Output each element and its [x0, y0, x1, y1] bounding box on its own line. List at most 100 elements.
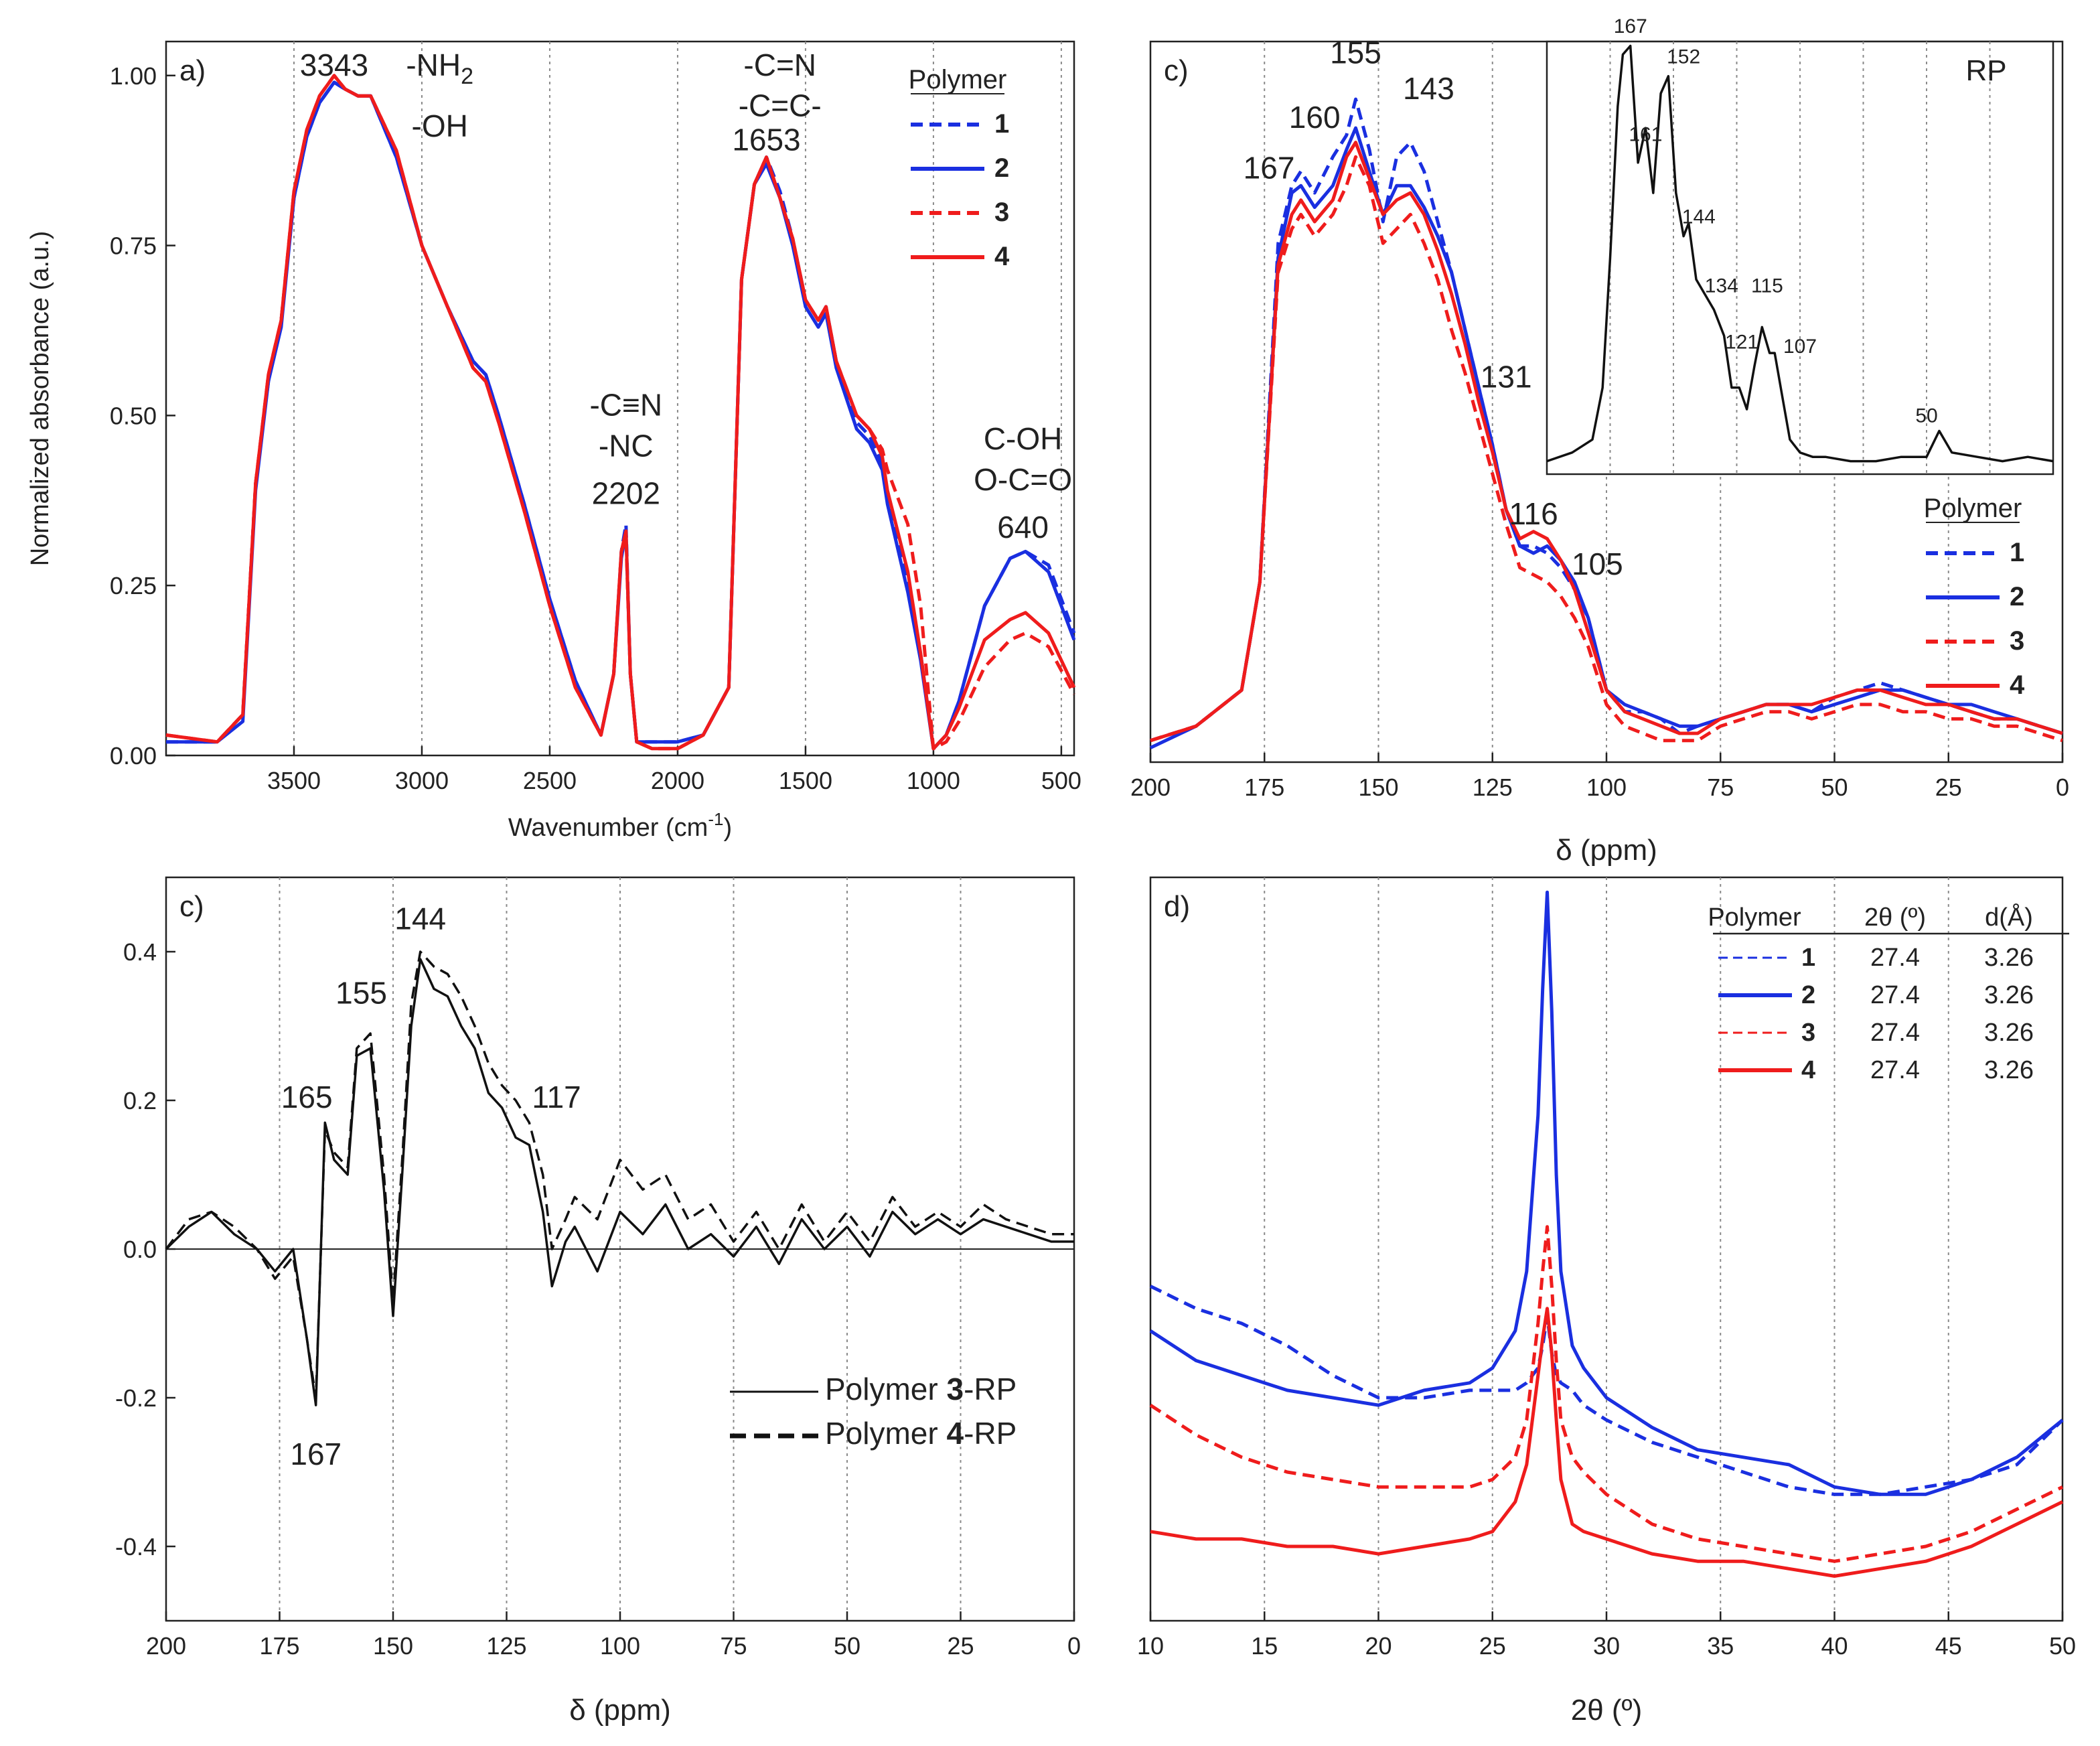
x-tick-label: 150 — [373, 1632, 413, 1660]
panel-label: c) — [1164, 54, 1189, 87]
legend-label-3: 3 — [994, 198, 1009, 227]
inset-peak-label: 167 — [1614, 15, 1647, 38]
table-polymer-2: 2 — [1801, 981, 1815, 1009]
panel-label: c) — [179, 890, 204, 923]
peak-annotation: -C=C- — [739, 88, 822, 123]
peak-annotation: 1653 — [732, 122, 800, 157]
table-d-4: 3.26 — [1984, 1056, 2034, 1084]
legend-label-bold: 3 — [946, 1372, 964, 1406]
peak-annotation: 167 — [290, 1437, 342, 1471]
table-header-2: d(Å) — [1985, 902, 2033, 932]
x-tick-label: 45 — [1935, 1632, 1962, 1660]
y-axis-label: Normalized absorbance (a.u.) — [26, 231, 54, 567]
peak-annotation: -OH — [412, 108, 468, 143]
x-axis-label: δ (ppm) — [569, 1694, 671, 1727]
legend-label-1: 1 — [994, 109, 1009, 139]
x-axis-label-close: ) — [723, 814, 732, 842]
peak-annotation: -NH2 — [406, 48, 473, 89]
peak-annotation: -C≡N — [589, 387, 662, 422]
y-tick-label: 0.00 — [110, 742, 157, 770]
x-tick-label: 75 — [720, 1632, 747, 1660]
x-tick-label: 1000 — [907, 767, 960, 794]
legend-label-1: 1 — [2010, 538, 2024, 567]
table-header-0: Polymer — [1708, 903, 1801, 932]
peak-annotation: -C=N — [743, 48, 816, 82]
x-tick-label: 150 — [1358, 774, 1398, 801]
x-tick-label: 2500 — [523, 767, 577, 794]
x-tick-label: 125 — [486, 1632, 526, 1660]
x-tick-label: 1500 — [779, 767, 832, 794]
table-2theta-2: 27.4 — [1870, 981, 1920, 1009]
legend-label-main: Polymer — [825, 1372, 946, 1406]
x-tick-label: 125 — [1473, 774, 1513, 801]
y-tick-label: 0.75 — [110, 232, 157, 260]
x-tick-label: 50 — [834, 1632, 860, 1660]
plot-frame — [165, 40, 1075, 757]
table-d-3: 3.26 — [1984, 1019, 2034, 1047]
legend-title: Polymer — [909, 65, 1007, 94]
x-axis-label: Wavenumber (cm-1) — [508, 809, 732, 842]
peak-annotation: C-OH — [984, 421, 1063, 456]
peak-annotation: 143 — [1403, 71, 1454, 106]
legend-title: Polymer — [1924, 494, 2022, 523]
inset-peak-label: 115 — [1751, 275, 1783, 297]
x-tick-label: 3000 — [395, 767, 449, 794]
legend-label-4: 4 — [2010, 670, 2025, 700]
panel-label: d) — [1164, 890, 1190, 923]
peak-annotation: 155 — [1330, 35, 1381, 70]
series-3-line — [1149, 1225, 2064, 1563]
legend-label-3: 3 — [2010, 626, 2024, 656]
x-tick-label: 500 — [1041, 767, 1081, 794]
table-2theta-4: 27.4 — [1870, 1056, 1920, 1084]
y-tick-label: -0.2 — [115, 1384, 157, 1412]
series-2-line — [1149, 890, 2064, 1496]
table-polymer-4: 4 — [1801, 1056, 1815, 1084]
inset-peak-label: 144 — [1682, 206, 1716, 228]
y-tick-label: -0.4 — [115, 1533, 157, 1560]
table-polymer-3: 3 — [1801, 1019, 1815, 1047]
series-4-line — [165, 74, 1076, 751]
x-tick-label: 2000 — [651, 767, 704, 794]
table-d-1: 3.26 — [1984, 944, 2034, 972]
peak-annotation: 2202 — [592, 476, 660, 510]
x-tick-label: 25 — [947, 1632, 974, 1660]
peak-annotation: 117 — [532, 1080, 581, 1114]
inset-peak-label: 134 — [1705, 275, 1738, 297]
x-tick-label: 175 — [1244, 774, 1284, 801]
y-tick-label: 0.50 — [110, 402, 157, 429]
peak-annotation: O-C=O — [974, 462, 1072, 497]
x-tick-label: 50 — [2049, 1632, 2076, 1660]
x-tick-label: 0 — [1067, 1632, 1081, 1660]
x-tick-label: 10 — [1137, 1632, 1164, 1660]
x-axis-label-sup: -1 — [708, 809, 723, 829]
panel-c2: 200 175 150 125 100 75 50 25 0 -0.4 -0.2 0.0 0.2 0.4 c… — [115, 876, 1081, 1727]
inset-title: RP — [1965, 54, 2006, 87]
x-tick-label: 100 — [1586, 774, 1627, 801]
peak-annotation: 640 — [997, 510, 1049, 544]
series-4-line — [1150, 141, 2063, 743]
x-tick-label: 25 — [1479, 1632, 1506, 1660]
x-tick-label: 25 — [1935, 774, 1962, 801]
inset-rp: RP 167 152 161 144 134 115 121 107 50 — [1546, 15, 2054, 476]
peak-annotation: 160 — [1289, 100, 1341, 135]
x-axis-label: 2θ (º) — [1571, 1694, 1643, 1727]
legend-label-2: 2 — [994, 153, 1009, 183]
x-tick-label: 3500 — [267, 767, 321, 794]
table-2theta-1: 27.4 — [1870, 944, 1920, 972]
table-d-2: 3.26 — [1984, 981, 2034, 1009]
series-polymer-4-rp-line — [165, 950, 1074, 1399]
inset-peak-label: 50 — [1915, 405, 1937, 427]
peak-annotation: 116 — [1509, 496, 1558, 531]
peak-annotation: 167 — [1244, 150, 1295, 185]
series-3-line — [1150, 155, 2063, 743]
inset-peak-label: 152 — [1667, 46, 1700, 68]
y-tick-label: 1.00 — [110, 62, 157, 90]
legend-label-4: 4 — [994, 242, 1010, 271]
inset-rp-line — [1546, 44, 2054, 463]
x-axis-label-main: Wavenumber (cm — [508, 814, 708, 842]
y-tick-label: 0.0 — [123, 1236, 157, 1263]
series-1-line — [1150, 97, 2063, 743]
inset-peak-label: 121 — [1725, 332, 1758, 354]
peak-annotation: 131 — [1481, 359, 1532, 394]
x-tick-label: 30 — [1593, 1632, 1620, 1660]
